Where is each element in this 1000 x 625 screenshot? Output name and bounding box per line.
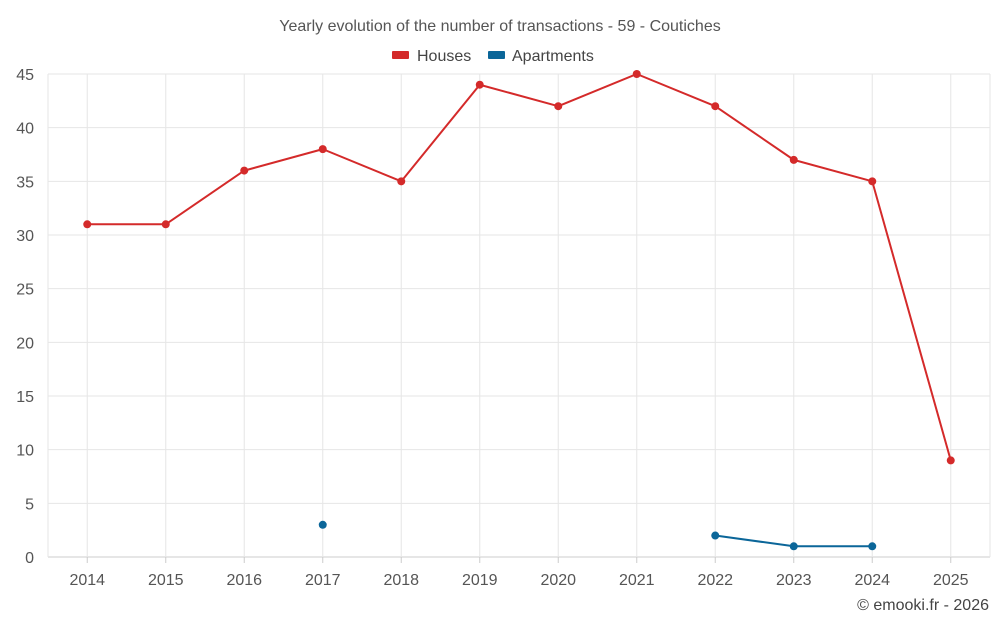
x-tick-label-2023: 2023 <box>776 572 812 589</box>
data-point-houses-2018[interactable] <box>397 177 406 186</box>
data-point-houses-2025[interactable] <box>946 456 955 465</box>
data-point-apartments-2023[interactable] <box>789 542 798 551</box>
x-tick-label-2016: 2016 <box>226 572 262 589</box>
legend-label-houses: Houses <box>417 48 471 65</box>
data-point-apartments-2017[interactable] <box>318 520 327 529</box>
data-point-houses-2016[interactable] <box>240 166 249 175</box>
y-tick-label-5: 5 <box>25 496 34 513</box>
data-point-houses-2023[interactable] <box>789 155 798 164</box>
x-tick-label-2015: 2015 <box>148 572 184 589</box>
data-point-houses-2024[interactable] <box>868 177 877 186</box>
series-layer <box>83 70 955 551</box>
y-tick-label-15: 15 <box>16 389 34 406</box>
data-point-houses-2019[interactable] <box>475 80 484 89</box>
data-point-houses-2014[interactable] <box>83 220 92 229</box>
credit-text: © emooki.fr - 2026 <box>857 597 989 614</box>
y-tick-label-0: 0 <box>25 550 34 567</box>
y-tick-label-45: 45 <box>16 67 34 84</box>
legend-item-houses[interactable]: Houses <box>392 48 471 65</box>
series-line-houses-0 <box>87 73 952 461</box>
x-tick-label-2017: 2017 <box>305 572 341 589</box>
x-tick-label-2018: 2018 <box>383 572 419 589</box>
legend-label-apartments: Apartments <box>512 48 594 65</box>
x-tick-label-2014: 2014 <box>69 572 105 589</box>
legend-swatch-houses <box>392 51 409 59</box>
data-point-houses-2022[interactable] <box>711 102 720 111</box>
x-tick-label-2022: 2022 <box>697 572 733 589</box>
series-apartments <box>318 520 877 551</box>
x-tick-label-2020: 2020 <box>540 572 576 589</box>
x-tick-label-2025: 2025 <box>933 572 969 589</box>
y-tick-label-10: 10 <box>16 443 34 460</box>
grid-layer <box>47 73 991 558</box>
data-point-apartments-2024[interactable] <box>868 542 877 551</box>
y-tick-label-35: 35 <box>16 174 34 191</box>
x-tick-label-2019: 2019 <box>462 572 498 589</box>
data-point-houses-2015[interactable] <box>161 220 170 229</box>
series-houses <box>83 70 955 465</box>
chart-title: Yearly evolution of the number of transa… <box>279 18 720 35</box>
x-tick-label-2021: 2021 <box>619 572 655 589</box>
legend: Houses Apartments <box>392 48 594 65</box>
legend-item-apartments[interactable]: Apartments <box>488 48 594 65</box>
y-tick-label-30: 30 <box>16 228 34 245</box>
y-tick-label-25: 25 <box>16 282 34 299</box>
data-point-houses-2021[interactable] <box>632 70 641 78</box>
data-point-houses-2020[interactable] <box>554 102 563 111</box>
y-tick-label-40: 40 <box>16 121 34 138</box>
data-point-apartments-2022[interactable] <box>711 531 720 540</box>
x-tick-label-2024: 2024 <box>854 572 890 589</box>
legend-swatch-apartments <box>488 51 505 59</box>
data-point-houses-2017[interactable] <box>318 145 327 154</box>
y-tick-label-20: 20 <box>16 335 34 352</box>
